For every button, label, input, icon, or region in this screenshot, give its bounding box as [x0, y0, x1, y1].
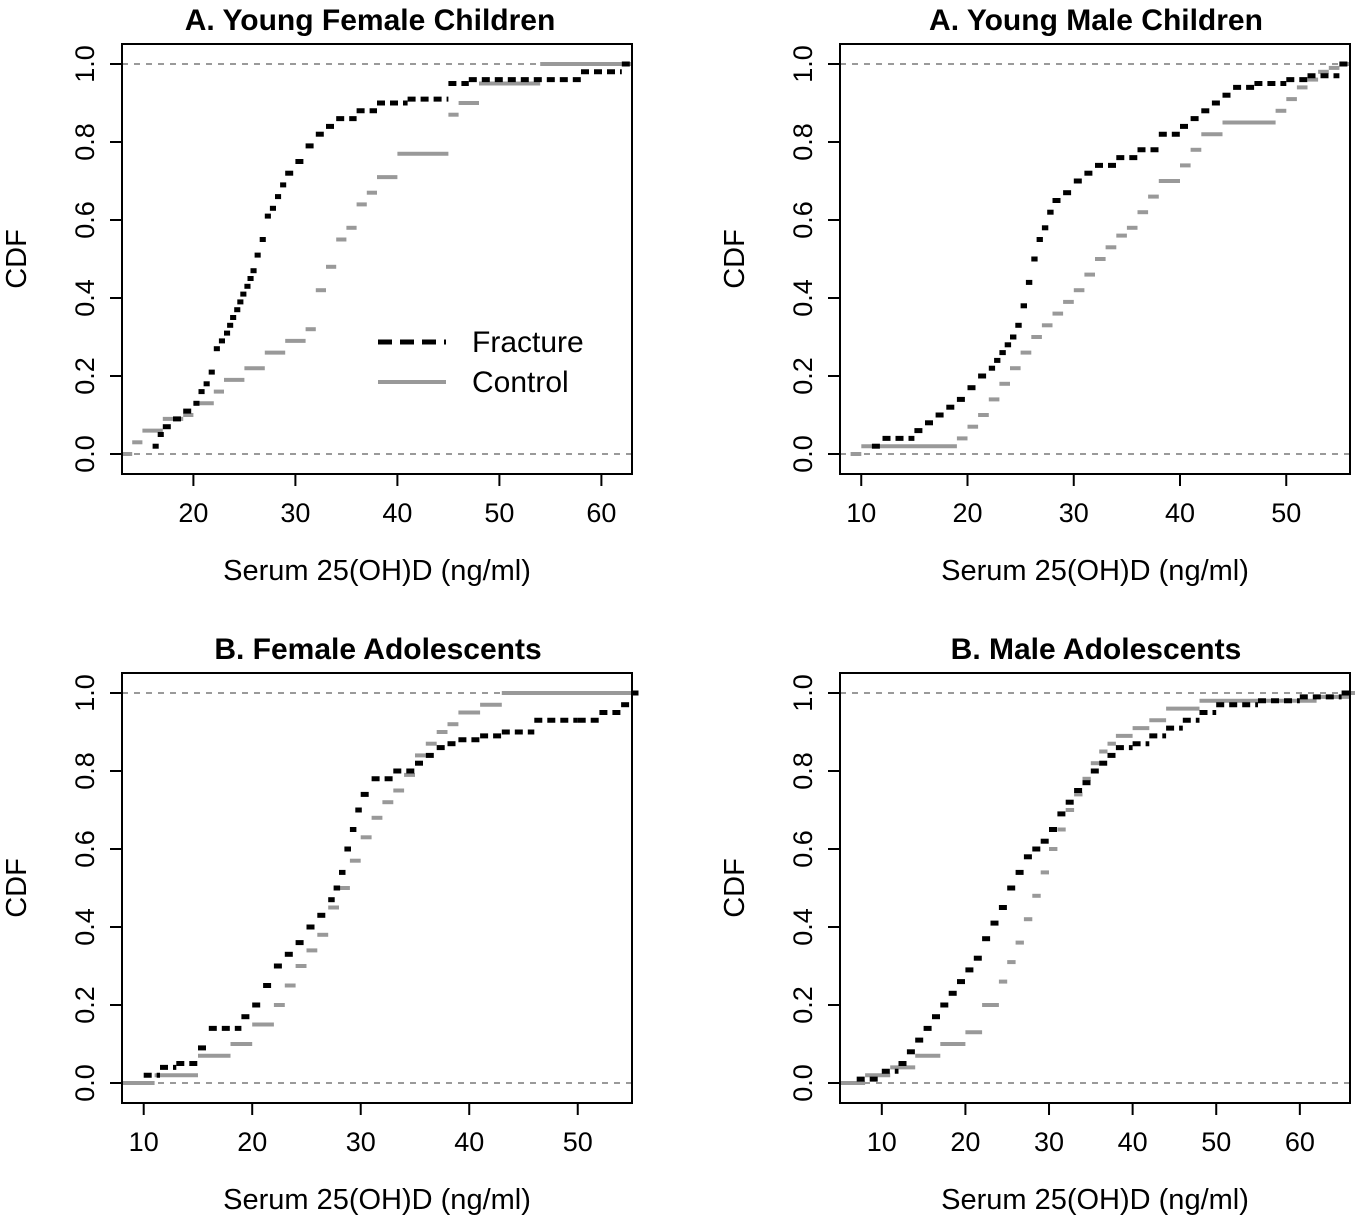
x-axis-ticks: 10 20 30 40 50 [846, 474, 1301, 528]
x-tick-label: 30 [346, 1127, 376, 1157]
series-fracture [143, 690, 639, 1078]
plot-frame [839, 672, 1351, 1104]
panel-male-adolescents: B. Male Adolescents 10 20 30 40 50 60 0.00.20… [719, 633, 1355, 1216]
y-tick-label: 0.0 [70, 435, 100, 473]
series-control [840, 691, 1355, 1085]
x-axis-ticks: 10 20 30 40 50 60 [867, 1103, 1315, 1157]
x-tick-label: 20 [237, 1127, 267, 1157]
series-layer [122, 690, 639, 1085]
legend-fracture-label: Fracture [472, 326, 584, 359]
y-tick-label: 0.2 [70, 986, 100, 1024]
series-control [122, 62, 632, 456]
x-tick-label: 10 [867, 1127, 897, 1157]
series-layer [122, 61, 632, 456]
x-tick-label: 50 [563, 1127, 593, 1157]
x-tick-label: 60 [586, 498, 616, 528]
y-tick-label: 0.2 [788, 357, 818, 395]
y-axis-ticks: 0.0 0.2 0.4 0.6 0.8 1.0 [70, 45, 122, 473]
y-tick-label: 0.4 [70, 279, 100, 317]
x-axis-ticks: 20 30 40 50 60 [178, 474, 616, 528]
x-tick-label: 40 [1165, 498, 1195, 528]
series-control [850, 62, 1350, 456]
y-tick-label: 0.8 [70, 752, 100, 790]
legend-control-label: Control [472, 366, 569, 399]
y-tick-label: 0.2 [788, 986, 818, 1024]
series-fracture [856, 690, 1350, 1082]
y-tick-label: 0.2 [70, 357, 100, 395]
y-tick-label: 1.0 [70, 674, 100, 712]
series-layer [840, 690, 1355, 1085]
x-tick-label: 20 [952, 498, 982, 528]
y-tick-label: 0.0 [788, 1064, 818, 1102]
x-axis-ticks: 10 20 30 40 50 [129, 1103, 593, 1157]
x-tick-label: 30 [280, 498, 310, 528]
y-axis-ticks: 0.0 0.2 0.4 0.6 0.8 1.0 [70, 674, 122, 1102]
y-axis-ticks: 0.0 0.2 0.4 0.6 0.8 1.0 [788, 45, 840, 473]
y-tick-label: 0.4 [788, 279, 818, 317]
x-tick-label: 20 [950, 1127, 980, 1157]
y-tick-label: 0.8 [788, 752, 818, 790]
panel-title: A. Young Female Children [185, 4, 556, 37]
x-tick-label: 40 [454, 1127, 484, 1157]
x-tick-label: 30 [1059, 498, 1089, 528]
series-layer [850, 61, 1350, 456]
legend: Fracture Control [378, 326, 584, 399]
y-tick-label: 1.0 [70, 45, 100, 83]
y-tick-label: 0.6 [70, 201, 100, 239]
y-axis-label: CDF [719, 229, 751, 289]
x-tick-label: 60 [1285, 1127, 1315, 1157]
series-control [122, 691, 639, 1085]
x-tick-label: 40 [1118, 1127, 1148, 1157]
y-tick-label: 0.4 [70, 908, 100, 946]
x-tick-label: 10 [129, 1127, 159, 1157]
series-fracture [871, 61, 1350, 449]
plot-frame [121, 43, 633, 475]
y-tick-label: 0.6 [70, 830, 100, 868]
x-axis-label: Serum 25(OH)D (ng/ml) [941, 1184, 1249, 1216]
series-fracture [152, 61, 632, 449]
plot-frame [839, 43, 1351, 475]
panel-title: B. Male Adolescents [951, 633, 1242, 666]
x-tick-label: 50 [1201, 1127, 1231, 1157]
x-axis-label: Serum 25(OH)D (ng/ml) [223, 1184, 531, 1216]
panel-female-adolescents: B. Female Adolescents 10 20 30 40 50 0.00.20… [1, 633, 639, 1216]
y-tick-label: 0.4 [788, 908, 818, 946]
y-axis-ticks: 0.0 0.2 0.4 0.6 0.8 1.0 [788, 674, 840, 1102]
y-tick-label: 0.0 [788, 435, 818, 473]
y-axis-label: CDF [719, 858, 751, 918]
y-tick-label: 0.8 [788, 123, 818, 161]
x-axis-label: Serum 25(OH)D (ng/ml) [223, 555, 531, 587]
x-tick-label: 50 [1271, 498, 1301, 528]
panel-title: A. Young Male Children [929, 4, 1263, 37]
x-tick-label: 50 [484, 498, 514, 528]
plot-frame [121, 672, 633, 1104]
panel-title: B. Female Adolescents [214, 633, 541, 666]
y-tick-label: 1.0 [788, 674, 818, 712]
y-tick-label: 0.0 [70, 1064, 100, 1102]
x-tick-label: 30 [1034, 1127, 1064, 1157]
y-tick-label: 0.6 [788, 201, 818, 239]
y-tick-label: 0.8 [70, 123, 100, 161]
panel-young-female-children: A. Young Female Children 20 30 40 50 60 0.00… [1, 4, 633, 587]
y-axis-label: CDF [1, 229, 33, 289]
y-axis-label: CDF [1, 858, 33, 918]
x-tick-label: 40 [382, 498, 412, 528]
y-tick-label: 1.0 [788, 45, 818, 83]
x-tick-label: 20 [178, 498, 208, 528]
panel-young-male-children: A. Young Male Children 10 20 30 40 50 0.0 0.2… [719, 4, 1351, 587]
y-tick-label: 0.6 [788, 830, 818, 868]
x-axis-label: Serum 25(OH)D (ng/ml) [941, 555, 1249, 587]
x-tick-label: 10 [846, 498, 876, 528]
